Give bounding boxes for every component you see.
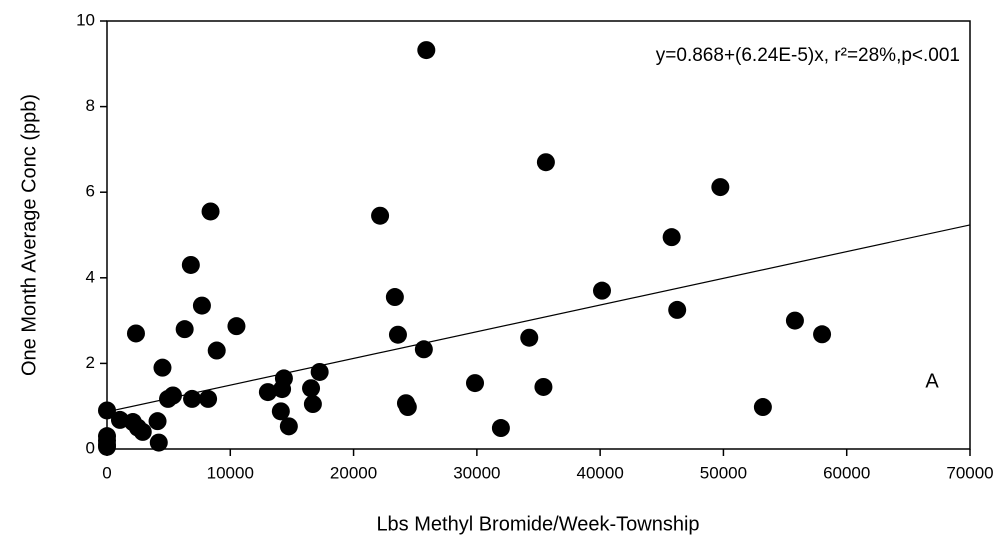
fit-line	[106, 224, 971, 413]
point	[258, 383, 277, 402]
x-tick-label: 0	[102, 463, 111, 482]
point	[711, 178, 730, 197]
point	[201, 202, 220, 221]
x-tick-label: 20000	[330, 463, 377, 482]
point	[181, 255, 200, 274]
point	[302, 379, 321, 398]
point	[388, 325, 407, 344]
x-tick-label: 60000	[823, 463, 870, 482]
point	[149, 433, 168, 452]
point	[491, 419, 510, 438]
x-tick-label: 10000	[207, 463, 254, 482]
point	[813, 325, 832, 344]
point	[520, 328, 539, 347]
y-axis-label: One Month Average Conc (ppb)	[18, 94, 40, 376]
x-tick-label: 30000	[453, 463, 500, 482]
point	[785, 311, 804, 330]
point	[279, 417, 298, 436]
point	[534, 377, 553, 396]
x-tick-label: 50000	[700, 463, 747, 482]
point	[398, 398, 417, 417]
y-tick-label: 10	[76, 10, 95, 29]
point	[148, 412, 167, 431]
point	[417, 41, 436, 60]
y-tick-label: 8	[86, 96, 95, 115]
point	[414, 340, 433, 359]
y-tick-label: 4	[86, 267, 95, 286]
fit-equation: y=0.868+(6.24E-5)x, r²=28%,p<.001	[656, 45, 960, 66]
point	[98, 401, 116, 420]
point	[466, 374, 485, 393]
point	[98, 437, 116, 456]
point	[199, 389, 218, 408]
point	[175, 320, 194, 339]
point	[207, 341, 226, 360]
x-tick-label: 40000	[577, 463, 624, 482]
point	[126, 324, 145, 343]
point	[668, 300, 687, 319]
point	[274, 369, 293, 388]
x-axis-label: Lbs Methyl Bromide/Week-Township	[376, 513, 699, 535]
point	[163, 386, 182, 405]
point	[592, 281, 611, 300]
point	[753, 398, 772, 417]
point	[371, 206, 390, 225]
point	[227, 317, 246, 336]
point	[153, 358, 172, 377]
y-tick-label: 6	[86, 182, 95, 201]
point	[310, 362, 329, 381]
y-tick-label: 0	[86, 438, 95, 457]
y-tick-label: 2	[86, 353, 95, 372]
point	[385, 288, 404, 307]
x-tick-label: 70000	[946, 463, 993, 482]
point	[192, 296, 211, 315]
panel-label: A	[925, 370, 939, 392]
point	[271, 402, 290, 421]
point	[303, 395, 322, 414]
plot-frame	[106, 20, 971, 450]
point	[133, 422, 152, 441]
point	[183, 389, 202, 408]
point	[662, 228, 681, 247]
point	[536, 153, 555, 172]
